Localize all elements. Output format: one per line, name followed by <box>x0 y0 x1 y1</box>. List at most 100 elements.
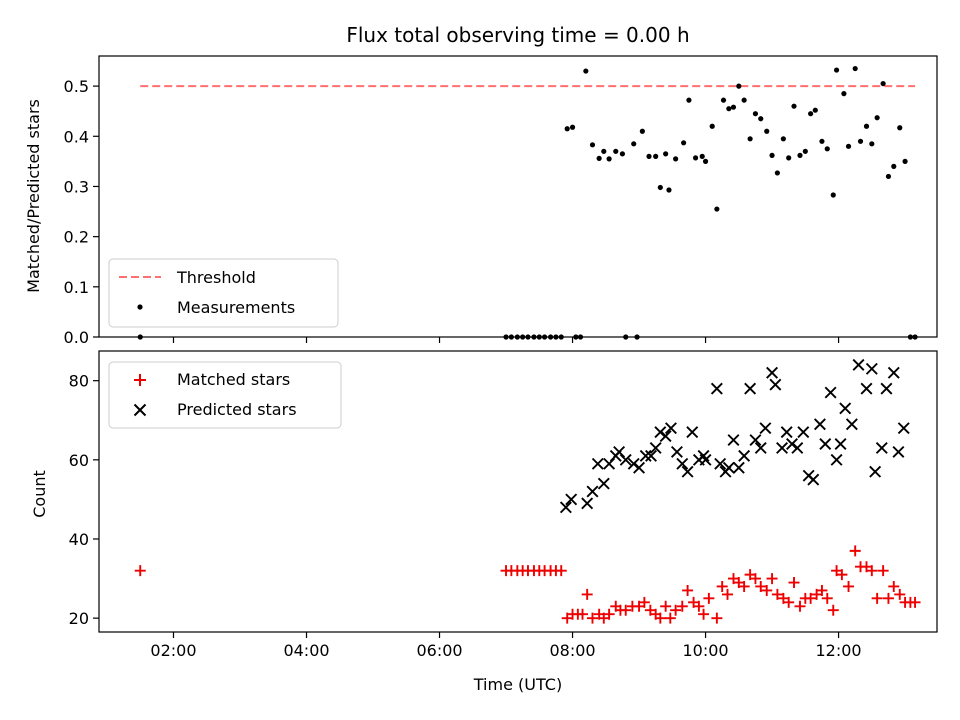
predicted-star-point <box>586 485 599 498</box>
measurement-point <box>747 136 753 142</box>
measurement-point <box>874 115 880 121</box>
predicted-star-point <box>875 441 888 454</box>
bottom-y-tick-label: 60 <box>69 451 89 470</box>
matched-star-point <box>749 573 761 585</box>
bottom-x-tick-label: 04:00 <box>283 641 329 660</box>
measurement-point <box>769 152 775 158</box>
measurement-point <box>619 151 626 157</box>
bottom-plot: 20 40 60 80 02:00 04:00 06:00 08:00 10:00 12:00 C… <box>30 350 938 694</box>
predicted-star-point <box>852 358 865 371</box>
measurement-point <box>758 116 764 122</box>
predicted-star-point <box>714 457 727 470</box>
measurement-point <box>663 151 669 157</box>
measurements-legend-marker <box>137 304 143 310</box>
matched-star-point <box>843 580 855 592</box>
predicted-star-point <box>664 422 677 435</box>
predicted-star-point <box>676 457 689 470</box>
measurement-point <box>885 173 892 180</box>
measurement-point <box>891 163 897 169</box>
measurement-point <box>720 97 727 103</box>
predicted-star-point <box>880 382 893 395</box>
bottom-x-tick-label: 02:00 <box>150 641 196 660</box>
predicted-star-point <box>744 382 757 395</box>
measurement-point <box>686 97 692 103</box>
matched-star-point <box>816 584 828 596</box>
matched-legend-label: Matched stars <box>177 370 290 389</box>
measurement-point <box>752 111 759 117</box>
predicted-star-point <box>759 422 772 435</box>
matched-star-point <box>676 600 688 612</box>
predicted-star-point <box>839 402 852 415</box>
predicted-star-point <box>686 426 699 439</box>
matched-star-point <box>716 580 728 592</box>
measurement-point <box>692 155 699 161</box>
matched-star-point <box>788 577 800 589</box>
measurement-point <box>897 125 903 131</box>
measurement-point <box>681 140 687 146</box>
measurement-point <box>824 146 830 152</box>
predicted-star-point <box>824 386 837 399</box>
top-plot-axes: 0.0 0.1 0.2 0.3 0.4 0.5 <box>64 77 840 347</box>
predicted-star-point <box>699 453 712 466</box>
predicted-star-point <box>627 457 640 470</box>
predicted-star-point <box>754 441 767 454</box>
top-y-tick-label: 0.2 <box>64 228 89 247</box>
measurement-point <box>741 97 747 103</box>
matched-star-point <box>660 600 672 612</box>
x-axis-label: Time (UTC) <box>473 675 562 694</box>
matched-star-point <box>866 565 878 577</box>
matched-star-point <box>586 612 598 624</box>
matched-star-point <box>827 604 839 616</box>
predicted-star-point <box>645 449 657 462</box>
measurement-point <box>902 158 908 164</box>
predicted-star-point <box>797 426 810 439</box>
bottom-y-tick-label: 40 <box>69 530 89 549</box>
matched-star-point <box>620 604 632 616</box>
matched-star-point <box>670 604 682 616</box>
measurement-point <box>802 148 808 154</box>
bottom-y-tick-label: 20 <box>69 609 89 628</box>
matched-star-point <box>771 588 783 600</box>
predicted-star-point <box>780 426 793 439</box>
predicted-star-point <box>722 461 735 474</box>
matched-star-point <box>794 600 806 612</box>
predicted-star-point <box>892 445 905 458</box>
measurement-point <box>639 128 645 134</box>
predicted-star-point <box>860 382 873 395</box>
predicted-star-point <box>786 438 798 450</box>
matched-star-point <box>821 592 833 604</box>
measurement-point <box>857 138 864 144</box>
matched-star-point <box>882 592 894 604</box>
top-y-tick-label: 0.0 <box>64 328 89 347</box>
measurement-point <box>880 80 886 87</box>
predicted-star-point <box>581 497 594 510</box>
measurement-point <box>657 184 663 191</box>
bottom-legend: Matched stars Predicted stars <box>108 361 342 429</box>
bottom-plot-frame <box>98 350 938 633</box>
predicted-star-point <box>681 465 694 478</box>
predicted-star-point <box>727 434 740 447</box>
bottom-y-axis-label: Count <box>30 470 49 518</box>
predicted-star-point <box>807 473 820 486</box>
measurement-point <box>613 148 619 154</box>
predicted-star-point <box>559 501 572 514</box>
predicted-star-point <box>565 493 578 506</box>
measurement-point <box>666 187 672 193</box>
predicted-star-point <box>834 438 847 450</box>
top-y-tick-label: 0.1 <box>64 278 89 297</box>
measurement-point <box>819 138 825 144</box>
matched-star-point <box>888 580 900 592</box>
measurement-point <box>653 153 659 159</box>
top-y-tick-label: 0.4 <box>64 127 89 146</box>
measurement-point <box>569 124 576 130</box>
top-y-tick-label: 0.3 <box>64 177 89 196</box>
predicted-star-point <box>897 422 910 435</box>
predicted-star-point <box>649 441 662 454</box>
matched-legend-marker <box>134 374 146 386</box>
matched-star-point <box>738 580 750 592</box>
predicted-star-point <box>639 449 652 462</box>
measurement-point <box>606 156 612 162</box>
measurement-point <box>797 152 803 158</box>
predicted-star-point <box>865 362 878 375</box>
